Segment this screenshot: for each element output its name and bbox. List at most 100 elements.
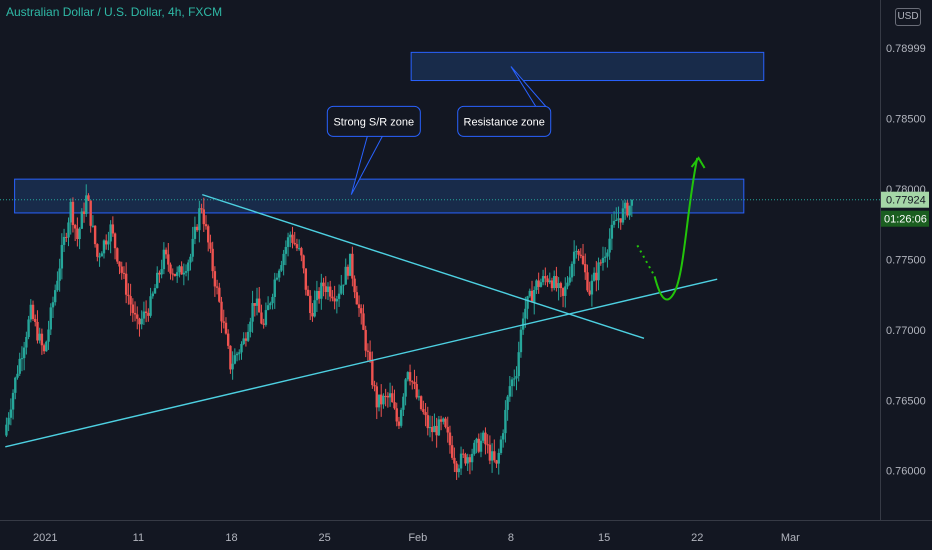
candle-body-266 <box>595 272 598 281</box>
candle-body-235 <box>526 296 529 309</box>
candle-body-83 <box>189 256 192 263</box>
candle-body-192 <box>431 427 434 433</box>
x-tick-label: 22 <box>691 532 703 544</box>
candle-body-155 <box>348 253 352 276</box>
candle-body-118 <box>266 305 270 311</box>
candle-body-254 <box>568 277 571 283</box>
candle-body-139 <box>313 300 316 317</box>
candle-body-106 <box>240 343 243 353</box>
candle-body-219 <box>490 451 494 461</box>
candle-body-159 <box>357 304 361 309</box>
candle-body-211 <box>473 442 476 454</box>
candle-body-124 <box>280 265 283 271</box>
x-tick-label: 11 <box>133 532 144 544</box>
candle-body-112 <box>253 303 256 306</box>
candle-body-198 <box>444 418 447 427</box>
candle-body-186 <box>417 396 421 398</box>
countdown-tag-bg <box>881 210 929 227</box>
candle-body-56 <box>129 296 132 305</box>
candle-body-136 <box>306 289 310 296</box>
candle-body-154 <box>346 266 350 276</box>
candle-body-105 <box>238 352 241 354</box>
candle-body-218 <box>488 444 492 461</box>
candle-body-141 <box>317 291 321 299</box>
candle-body-152 <box>342 284 345 286</box>
candle-body-197 <box>442 418 445 422</box>
candle-body-89 <box>202 209 205 225</box>
candle-body-257 <box>575 250 578 252</box>
candle-body-281 <box>628 205 631 216</box>
x-tick-label: Mar <box>781 532 800 544</box>
candle-body-109 <box>246 331 250 341</box>
candle-body-258 <box>577 250 580 255</box>
candle-body-184 <box>413 381 416 385</box>
candle-body-43 <box>100 253 103 257</box>
candle-body-1 <box>7 417 10 425</box>
candle-body-93 <box>211 248 214 272</box>
candle-body-104 <box>235 353 239 356</box>
x-tick-label: 25 <box>319 532 331 544</box>
candle-body-97 <box>220 301 223 322</box>
candle-body-47 <box>109 224 112 242</box>
candle-body-65 <box>149 296 152 316</box>
candle-body-260 <box>581 255 585 265</box>
candle-body-69 <box>158 272 161 275</box>
candle-body-140 <box>315 291 319 301</box>
candle-body-86 <box>195 226 199 231</box>
y-tick-label: 0.76000 <box>886 466 926 478</box>
x-tick-label: 18 <box>225 532 237 544</box>
candle-body-79 <box>180 266 183 275</box>
symbol-title[interactable]: Australian Dollar / U.S. Dollar, 4h, FXC… <box>6 5 223 19</box>
candle-body-233 <box>521 318 525 330</box>
candle-body-231 <box>517 352 520 377</box>
candle-body-51 <box>118 261 121 267</box>
candle-body-2 <box>9 409 13 418</box>
candle-body-9 <box>25 337 28 348</box>
candle-body-0 <box>5 424 8 436</box>
candle-body-190 <box>426 415 429 429</box>
candle-body-135 <box>304 268 308 290</box>
candle-body-214 <box>479 440 483 452</box>
candle-body-107 <box>242 338 245 344</box>
candle-body-32 <box>76 228 79 240</box>
candle-body-54 <box>124 273 128 295</box>
candle-body-125 <box>282 253 285 266</box>
candle-body-70 <box>160 269 163 275</box>
candle-body-278 <box>621 208 625 223</box>
candle-body-18 <box>45 341 48 352</box>
currency-badge[interactable]: USD <box>895 8 921 26</box>
candle-body-149 <box>335 298 339 302</box>
candle-body-275 <box>615 219 618 221</box>
candle-body-163 <box>366 350 370 352</box>
candle-body-153 <box>344 266 347 285</box>
candle-body-228 <box>510 379 514 387</box>
candle-body-208 <box>466 457 469 464</box>
zones-layer <box>14 51 765 214</box>
candle-body-247 <box>552 276 556 289</box>
candle-body-215 <box>482 432 485 441</box>
candle-body-276 <box>617 218 620 220</box>
candle-body-147 <box>331 296 334 299</box>
candle-body-23 <box>56 280 59 291</box>
countdown-tag: 01:26:06 <box>881 210 929 227</box>
candle-body-146 <box>328 286 332 297</box>
candle-body-6 <box>18 358 21 374</box>
candle-body-39 <box>91 225 95 227</box>
candle-body-31 <box>73 225 77 229</box>
candle-body-204 <box>457 468 461 473</box>
candle-body-53 <box>122 272 126 274</box>
candle-body-238 <box>533 289 536 303</box>
candle-body-160 <box>360 308 363 314</box>
callout-text: Strong S/R zone <box>333 116 414 128</box>
callout-box <box>326 105 421 137</box>
candle-body-122 <box>275 277 279 280</box>
candle-body-120 <box>271 296 274 304</box>
last-price-tag: 0.77924 <box>881 191 929 208</box>
candle-body-261 <box>584 264 587 273</box>
candle-body-132 <box>297 248 301 250</box>
candle-body-25 <box>60 244 64 269</box>
projection-dotted <box>636 244 656 277</box>
candle-body-227 <box>508 386 512 397</box>
projection-layer <box>636 156 706 301</box>
